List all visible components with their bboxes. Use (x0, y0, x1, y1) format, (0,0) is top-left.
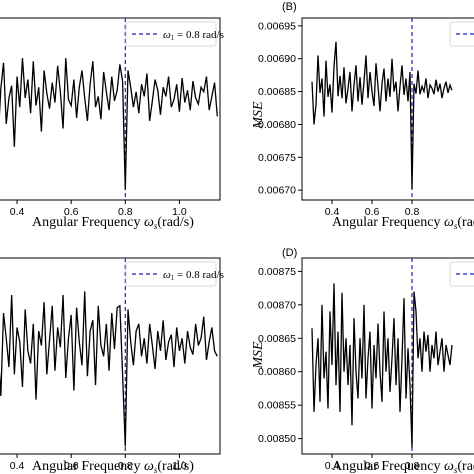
y-tick-label: 0.00850 (258, 433, 296, 445)
x-tick-label: 0.6 (64, 460, 79, 472)
y-tick-label: 0.00860 (258, 366, 296, 378)
series-line (0, 58, 218, 190)
legend: ω1 = 0.8 rad/s (125, 21, 224, 47)
x-tick-labels: 0.4 0.6 0.8 1.0 (10, 206, 187, 218)
x-tick-labels: 0.4 0.6 0.8 (325, 206, 420, 218)
y-tick-marks (298, 25, 302, 191)
plot-frame (0, 17, 221, 201)
x-tick-marks (16, 200, 180, 204)
legend-box (125, 21, 217, 47)
x-tick-marks (331, 454, 413, 458)
x-axis-label: Angular Frequency ωs(rad/s) (32, 459, 194, 474)
x-tick-label: 0.8 (118, 206, 133, 218)
x-tick-label: 0.6 (365, 460, 380, 472)
y-tick-label: 0.00670 (258, 185, 296, 197)
y-tick-label: 0.00870 (258, 299, 296, 311)
x-tick-label: 1.0 (172, 460, 187, 472)
series-line (0, 291, 218, 447)
y-tick-label: 0.00680 (258, 119, 296, 131)
chart-panel-c: 0.4 0.6 0.8 1.0 ω1 = 0.8 rad/s Angular Freq… (0, 257, 224, 474)
chart-panel-b: (B) 0.006700.006750.006800.006850.006900… (251, 1, 474, 231)
x-tick-label: 0.4 (10, 206, 25, 218)
y-tick-labels: 0.00670 0.00675 0.00680 0.00685 0.00690 0.006… (258, 20, 296, 196)
y-tick-label: 0.00675 (258, 152, 296, 164)
y-tick-label: 0.00865 (258, 333, 296, 345)
legend-box (125, 261, 217, 287)
legend: ω1 = 0.8 rad/s (125, 261, 224, 287)
x-tick-labels: 0.4 0.6 0.8 1.0 (10, 460, 187, 472)
x-axis-label: Angular Frequency ωs(rad/s) (332, 459, 474, 474)
y-axis-label: MSE (251, 101, 266, 130)
x-tick-label: 1.0 (172, 206, 187, 218)
x-tick-label: 0.6 (64, 206, 79, 218)
y-tick-label: 0.00690 (258, 53, 296, 65)
x-tick-labels: 0.4 0.6 0.8 (325, 460, 420, 472)
x-tick-marks (16, 454, 180, 458)
x-tick-label: 0.8 (405, 460, 420, 472)
y-tick-label: 0.00855 (258, 400, 296, 412)
y-tick-label: 0.00685 (258, 86, 296, 98)
y-tick-label: 0.00695 (258, 20, 296, 32)
plot-frame (0, 257, 221, 455)
x-axis-label: Angular Frequency ωs(rad/s) (32, 215, 194, 231)
x-tick-label: 0.6 (365, 206, 380, 218)
panel-letter: (B) (282, 1, 297, 13)
x-axis-label: Angular Frequency ωs(rad/s) (332, 215, 474, 231)
x-tick-marks (331, 200, 413, 204)
series-line (311, 41, 453, 189)
x-tick-label: 0.4 (10, 460, 25, 472)
x-tick-label: 0.4 (325, 460, 340, 472)
legend (449, 261, 474, 287)
x-tick-label: 0.4 (325, 206, 340, 218)
legend-label: ω1 = 0.8 rad/s (163, 269, 224, 282)
series-line (311, 283, 453, 448)
legend (449, 21, 474, 47)
legend-label: ω1 = 0.8 rad/s (163, 29, 224, 42)
y-tick-marks (298, 270, 302, 440)
plot-frame (301, 17, 474, 201)
legend-box (449, 21, 474, 47)
y-tick-labels: 0.00850 0.00855 0.00860 0.00865 0.00870 0.008… (258, 266, 296, 445)
x-tick-label: 0.8 (118, 460, 133, 472)
x-tick-label: 0.8 (405, 206, 420, 218)
y-tick-label: 0.00875 (258, 266, 296, 278)
y-axis-label: MSE (251, 341, 266, 370)
plot-frame (301, 257, 474, 455)
legend-box (449, 261, 474, 287)
chart-panel-a: 0.4 0.6 0.8 1.0 ω1 = 0.8 rad/s Angular Freq… (0, 17, 224, 231)
chart-panel-d: (D) 0.008500.008550.008600.008650.008700… (251, 247, 474, 474)
panel-letter: (D) (282, 247, 297, 259)
